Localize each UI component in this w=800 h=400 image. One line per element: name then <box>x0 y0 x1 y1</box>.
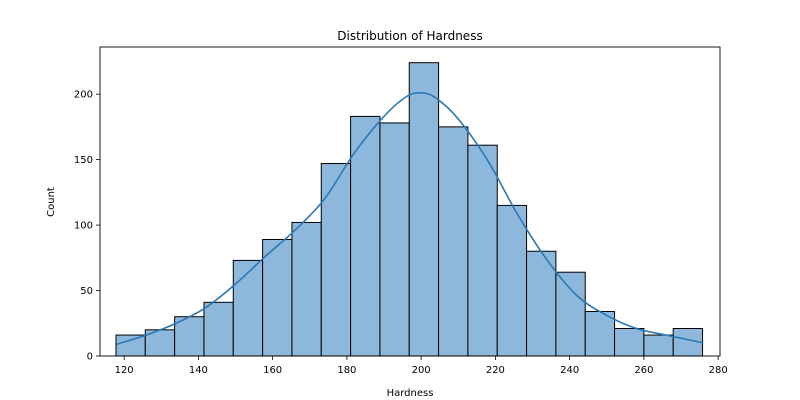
x-axis-label: Hardness <box>387 388 434 399</box>
histogram-bar <box>467 144 498 357</box>
y-tick-label: 50 <box>80 286 93 297</box>
x-tick-label: 240 <box>560 365 579 376</box>
x-tick-label: 280 <box>709 365 728 376</box>
y-tick-label: 200 <box>74 90 93 101</box>
histogram-bar <box>115 334 146 357</box>
histogram-bar <box>643 334 674 357</box>
histogram-bar <box>262 238 293 357</box>
x-axis-ticks: 120 140 160 180 200 220 240 260 280 <box>115 356 728 376</box>
histogram-bar <box>350 115 381 357</box>
histogram-bar <box>614 328 645 357</box>
histogram-bar <box>291 221 322 357</box>
chart-title: Distribution of Hardness <box>337 29 482 43</box>
histogram-bar <box>555 271 586 357</box>
histogram-bar <box>320 163 352 357</box>
y-axis-ticks: 0 50 100 150 200 <box>74 90 100 363</box>
plot-frame <box>99 46 721 357</box>
histogram-bar <box>408 62 440 357</box>
y-tick-label: 150 <box>74 155 93 166</box>
histogram-bar <box>526 250 557 357</box>
histogram-bar <box>438 126 469 357</box>
kde-curve <box>116 91 704 345</box>
x-tick-label: 140 <box>189 365 208 376</box>
histogram-bar <box>203 301 234 357</box>
histogram-bar <box>232 259 264 357</box>
y-tick-label: 0 <box>87 352 93 363</box>
y-axis-label: Count <box>46 187 57 217</box>
histogram-bars <box>115 62 704 357</box>
x-tick-label: 220 <box>486 365 505 376</box>
y-tick-label: 100 <box>74 221 93 232</box>
histogram-bar <box>584 310 616 357</box>
histogram-bar <box>379 122 410 357</box>
x-tick-label: 200 <box>412 365 431 376</box>
x-tick-label: 160 <box>263 365 282 376</box>
x-tick-label: 120 <box>115 365 134 376</box>
x-tick-label: 260 <box>634 365 653 376</box>
x-tick-label: 180 <box>337 365 356 376</box>
histogram-bar <box>496 204 528 357</box>
